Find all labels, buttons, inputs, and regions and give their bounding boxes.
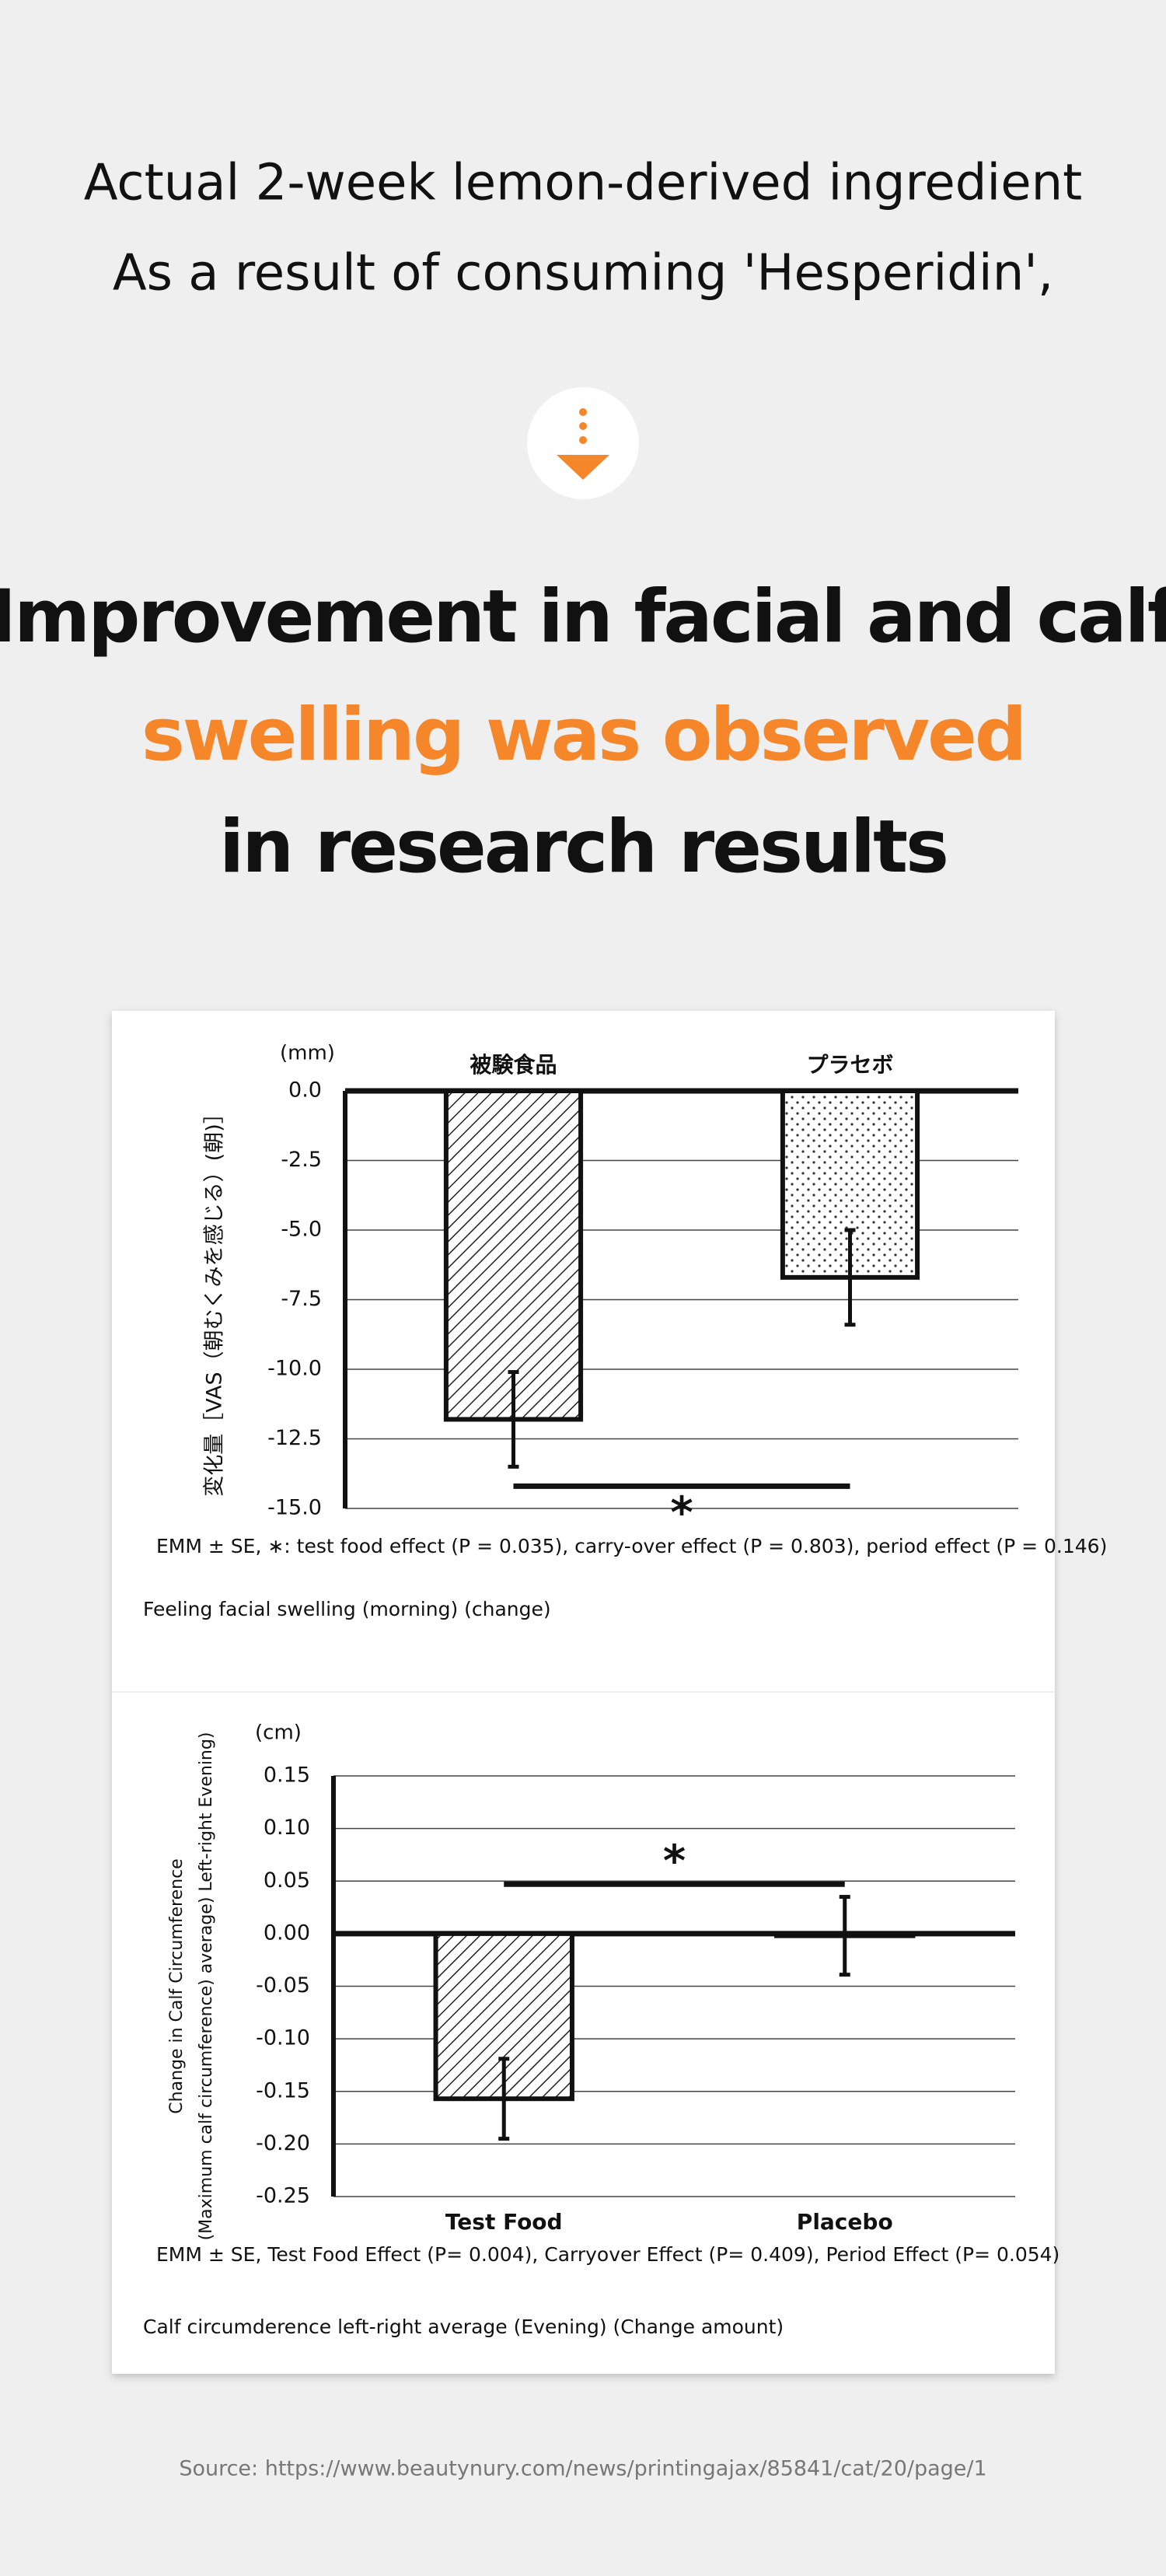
y-tick-label: -15.0 [267,1496,322,1520]
y-tick-label: 0.00 [264,1921,310,1945]
y-tick-label: -7.5 [281,1287,322,1311]
intro-line: Actual 2-week lemon-derived ingredient [84,155,1082,212]
chart-caption: Feeling facial swelling (morning) (chang… [143,1598,551,1620]
unit-label: (mm) [280,1042,335,1065]
headline: in research results [219,805,947,890]
y-tick-label: -5.0 [281,1218,322,1242]
significance-label: * [670,1488,693,1539]
chart-note: EMM ± SE, Test Food Effect (P= 0.004), C… [156,2243,1060,2266]
y-tick-label: -0.25 [256,2184,310,2208]
intro-line: As a result of consuming 'Hesperidin', [113,245,1053,302]
y-tick-label: 0.10 [264,1816,310,1840]
arrow-icon [527,387,639,499]
y-tick-label: -0.20 [256,2131,310,2155]
headline-accent: swelling was observed [141,693,1025,778]
y-tick-label: -2.5 [281,1148,322,1172]
y-tick-label: -10.0 [267,1357,322,1381]
y-tick-label: -12.5 [267,1426,322,1450]
bar [443,1089,584,1422]
y-tick-label: 0.05 [264,1868,310,1893]
y-tick-label: -0.05 [256,1973,310,1998]
x-tick-label: Test Food [445,2209,563,2235]
y-axis-label: 変化量［VAS（朝むくみを感じる）(朝)］ [203,1103,227,1497]
unit-label: (cm) [255,1721,302,1745]
source: Source: https://www.beautynury.com/news/… [179,2457,986,2481]
chart-note: EMM ± SE, ∗: test food effect (P = 0.035… [156,1535,1107,1557]
y-tick-label: 0.0 [288,1078,322,1103]
headline: Improvement in facial and calf [0,575,1166,659]
y-tick-label: 0.15 [264,1763,310,1788]
significance-label: * [663,1836,686,1886]
y-tick-label: -0.10 [256,2026,310,2050]
y-axis-label: Change in Calf Circumference [167,1858,187,2113]
x-tick-label: プラセボ [806,1052,893,1078]
x-tick-label: Placebo [797,2209,893,2235]
chart-caption: Calf circumderence left-right average (E… [143,2316,784,2338]
y-axis-label: (Maximum calf circumference) average) Le… [197,1732,216,2241]
y-tick-label: -0.15 [256,2078,310,2102]
x-tick-label: 被験食品 [470,1052,557,1078]
